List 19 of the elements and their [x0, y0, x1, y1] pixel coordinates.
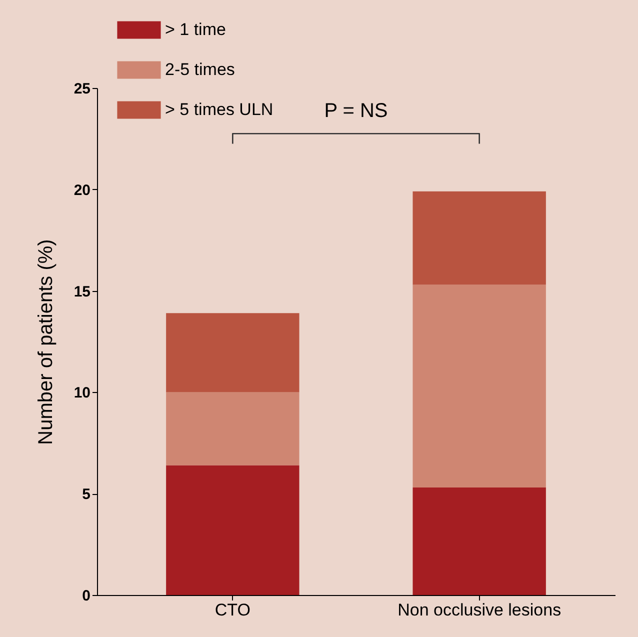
annotation: P = NS — [324, 100, 388, 122]
y-tick-label: 10 — [74, 384, 90, 402]
legend-label: > 1 time — [165, 20, 226, 39]
bar — [412, 284, 546, 488]
bar — [166, 392, 300, 466]
bar — [166, 313, 300, 392]
y-tick-label: 20 — [74, 182, 90, 199]
legend-label: 2-5 times — [165, 60, 235, 79]
bar — [412, 191, 546, 285]
y-tick-label: 15 — [74, 283, 90, 300]
y-tick-label: 0 — [82, 588, 90, 604]
x-tick-label: Non occlusive lesions — [398, 600, 562, 620]
y-tick-label: 5 — [82, 486, 90, 504]
y-tick-label: 25 — [74, 80, 90, 98]
x-tick-label: CTO — [214, 600, 250, 620]
bar — [412, 488, 546, 595]
y-axis-title: Number of patients (%) — [34, 239, 57, 445]
legend-label: > 5 times ULN — [165, 100, 274, 119]
bar — [166, 465, 300, 595]
